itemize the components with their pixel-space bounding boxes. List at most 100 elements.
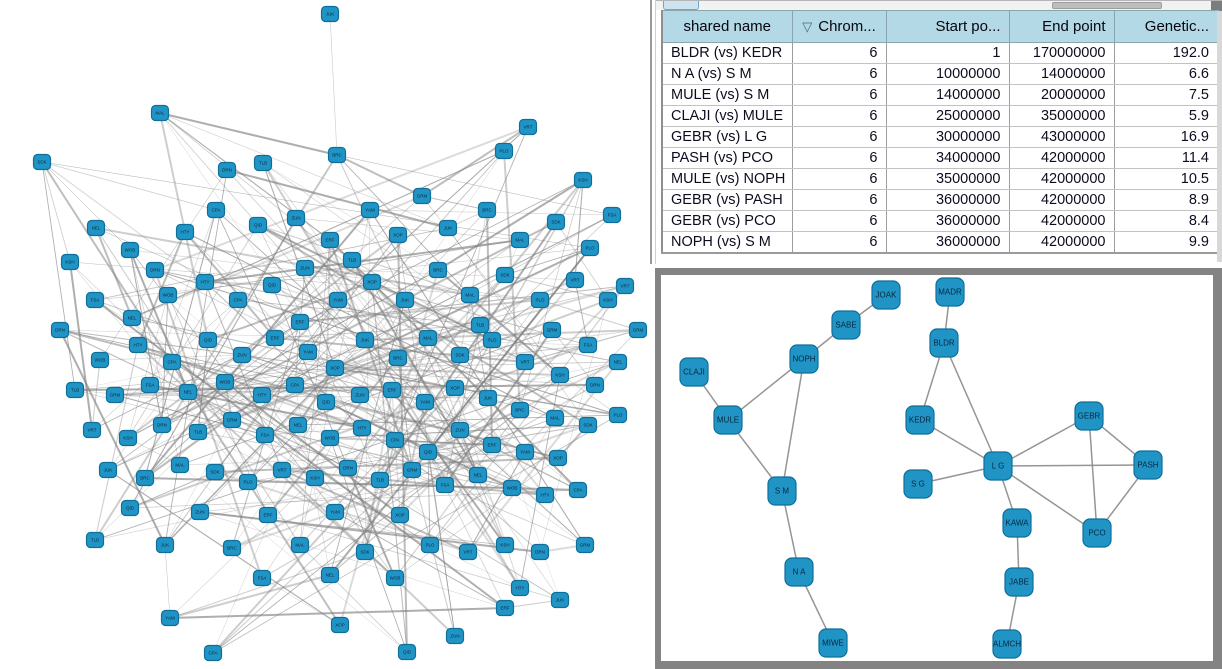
network-node[interactable]: MADR <box>935 277 965 307</box>
network-node[interactable]: BRC <box>428 261 448 279</box>
network-edge[interactable] <box>467 451 526 553</box>
network-edge[interactable] <box>551 329 596 386</box>
network-node[interactable]: QID <box>316 393 336 411</box>
network-node[interactable]: XOP <box>548 449 568 467</box>
network-edge[interactable] <box>364 329 639 341</box>
network-edge[interactable] <box>447 227 589 426</box>
network-edge[interactable] <box>127 234 399 439</box>
network-edge[interactable] <box>212 387 456 654</box>
network-node[interactable]: SDK <box>450 346 470 364</box>
network-node[interactable]: WOB <box>158 286 178 304</box>
network-edge[interactable] <box>394 126 529 441</box>
network-node[interactable]: MAL <box>290 536 310 554</box>
network-node[interactable]: BRC <box>222 539 242 557</box>
network-node[interactable]: YAM <box>298 343 318 361</box>
network-node[interactable]: ALMCH <box>992 629 1022 659</box>
network-node[interactable]: CPA <box>228 291 248 309</box>
network-edge[interactable] <box>391 389 401 516</box>
network-edge[interactable] <box>271 284 399 359</box>
network-edge[interactable] <box>204 239 521 283</box>
network-node[interactable]: KSH <box>573 171 593 189</box>
network-edge[interactable] <box>427 451 431 546</box>
network-node[interactable]: SDK <box>32 153 52 171</box>
network-node[interactable]: HTY <box>510 579 530 597</box>
network-edge[interactable] <box>207 281 373 341</box>
column-header-endpoint[interactable]: End point <box>1008 10 1115 43</box>
network-node[interactable]: JUK <box>438 219 458 237</box>
network-node[interactable]: ZUN <box>450 421 470 439</box>
network-node[interactable]: SABE <box>831 310 861 340</box>
network-node[interactable]: YAM <box>415 393 435 411</box>
network-edge[interactable] <box>247 401 327 483</box>
network-edge[interactable] <box>131 150 505 319</box>
network-edge[interactable] <box>299 239 331 546</box>
table-row[interactable]: MULE (vs) S M 6 14000000 20000000 7.5 <box>661 84 1219 106</box>
column-header-startpo[interactable]: Start po... <box>885 10 1010 43</box>
network-node[interactable]: PLO <box>580 239 600 257</box>
network-edge[interactable] <box>164 299 339 546</box>
network-edge[interactable] <box>781 358 805 492</box>
network-node[interactable]: FSA <box>435 476 455 494</box>
network-edge[interactable] <box>95 227 471 296</box>
network-edge[interactable] <box>94 247 591 301</box>
network-node[interactable]: NEL <box>320 566 340 584</box>
network-node[interactable]: CPA <box>285 376 305 394</box>
network-node[interactable]: FSA <box>255 426 275 444</box>
network-edge[interactable] <box>179 464 408 653</box>
network-node[interactable]: XOP <box>388 226 408 244</box>
network-edge[interactable] <box>261 577 341 626</box>
network-node[interactable]: BRC <box>477 201 497 219</box>
network-edge[interactable] <box>997 465 1098 534</box>
network-node[interactable]: YAM <box>360 201 380 219</box>
network-node[interactable]: PLO <box>494 142 514 160</box>
network-node[interactable]: FSA <box>578 336 598 354</box>
network-node[interactable]: GEBR <box>1074 401 1104 431</box>
network-node[interactable]: YAM <box>325 503 345 521</box>
network-edge[interactable] <box>421 126 529 197</box>
network-node[interactable]: S G <box>903 469 933 499</box>
network-edge[interactable] <box>41 161 71 263</box>
network-edge[interactable] <box>364 439 396 553</box>
full-network-graph[interactable]: JUK BRC MAL SDK PLO VRT KSH DRN TLB GRM FSA NEL WOB H… <box>0 0 648 669</box>
network-node[interactable]: SDK <box>205 463 225 481</box>
network-edge[interactable] <box>114 384 296 396</box>
network-node[interactable]: SDK <box>546 213 566 231</box>
network-edge[interactable] <box>539 299 639 331</box>
network-edge[interactable] <box>519 179 584 411</box>
network-edge[interactable] <box>169 574 331 619</box>
network-node[interactable]: VRT <box>515 353 535 371</box>
network-node[interactable]: KSH <box>60 253 80 271</box>
network-edge[interactable] <box>69 261 173 363</box>
network-node[interactable]: FSA <box>252 569 272 587</box>
network-node[interactable]: DRN <box>145 261 165 279</box>
network-node[interactable]: PLO <box>482 331 502 349</box>
network-edge[interactable] <box>167 294 469 553</box>
network-node[interactable]: MULE <box>713 405 743 435</box>
network-node[interactable]: BRC <box>327 146 347 164</box>
network-edge[interactable] <box>262 162 439 271</box>
network-edge[interactable] <box>41 161 131 251</box>
network-edge[interactable] <box>394 457 559 579</box>
network-edge[interactable] <box>41 161 591 249</box>
network-edge[interactable] <box>334 511 431 546</box>
network-edge[interactable] <box>264 427 363 436</box>
network-edge[interactable] <box>427 299 541 453</box>
network-edge[interactable] <box>164 544 171 619</box>
network-node[interactable]: MAL <box>418 329 438 347</box>
network-node[interactable]: DRN <box>50 321 70 339</box>
network-edge[interactable] <box>336 154 406 301</box>
network-node[interactable]: QID <box>418 443 438 461</box>
network-node[interactable]: YAM <box>515 443 535 461</box>
network-node[interactable]: CPA <box>203 644 223 662</box>
network-edge[interactable] <box>364 339 586 546</box>
network-node[interactable]: VRT <box>518 118 538 136</box>
network-node[interactable]: KSH <box>550 366 570 384</box>
table-row[interactable]: PASH (vs) PCO 6 34000000 42000000 11.4 <box>661 147 1219 169</box>
network-edge[interactable] <box>74 389 461 431</box>
network-node[interactable]: BRC <box>388 349 408 367</box>
network-edge[interactable] <box>204 281 273 286</box>
network-edge[interactable] <box>59 329 361 396</box>
network-node[interactable]: KSH <box>305 469 325 487</box>
table-row[interactable]: N A (vs) S M 6 10000000 14000000 6.6 <box>661 63 1219 85</box>
network-edge[interactable] <box>164 337 276 546</box>
